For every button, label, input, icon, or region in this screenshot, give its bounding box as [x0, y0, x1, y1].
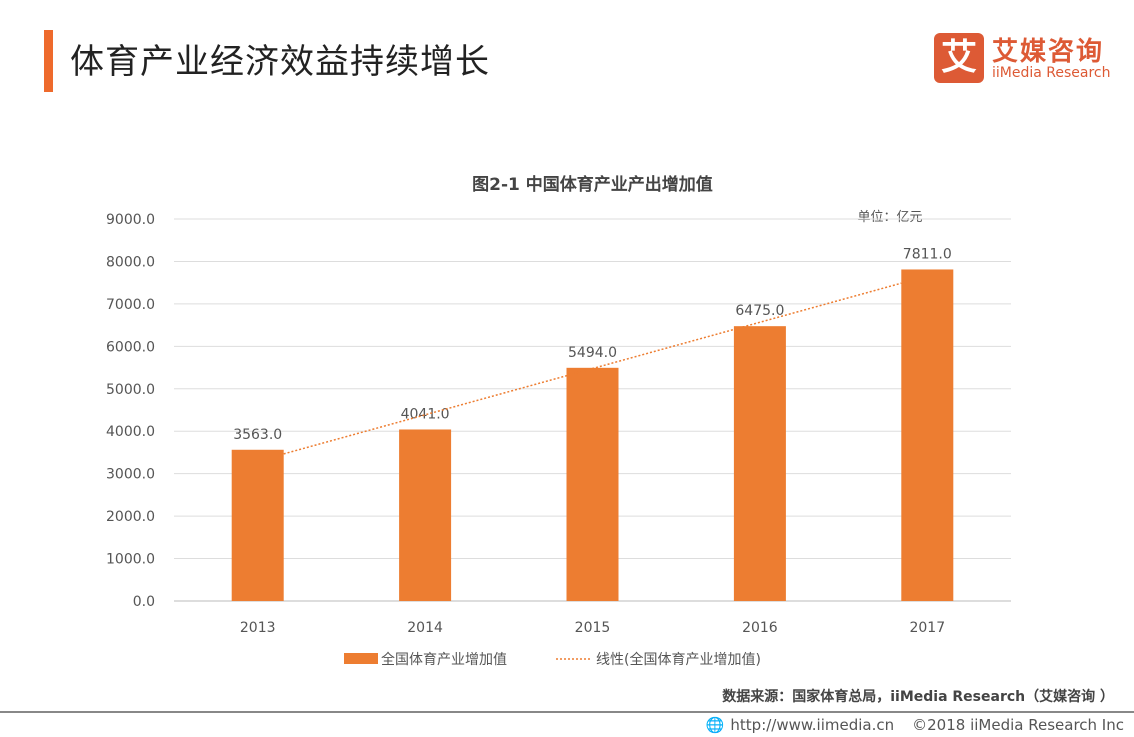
logo-en: iiMedia Research — [992, 65, 1111, 81]
unit-label: 单位：亿元 — [857, 210, 922, 225]
y-tick-label: 7000.0 — [106, 297, 155, 313]
y-tick-label: 2000.0 — [106, 509, 155, 525]
bar-2015 — [566, 367, 619, 601]
x-tick-label: 2016 — [742, 620, 778, 636]
title-accent-bar — [44, 30, 53, 92]
y-tick-label: 5000.0 — [106, 382, 155, 398]
logo: 艾 艾媒咨询 iiMedia Research — [934, 33, 1114, 85]
x-tick-label: 2017 — [909, 620, 945, 636]
footer: 🌐 http://www.iimedia.cn ©2018 iiMedia Rese… — [700, 716, 1124, 734]
logo-mark: 艾 — [934, 33, 984, 83]
x-tick-label: 2014 — [407, 620, 443, 636]
bar-2013 — [231, 449, 284, 601]
legend-label-bar: 全国体育产业增加值 — [381, 651, 507, 668]
y-tick-label: 4000.0 — [106, 424, 155, 440]
legend-label-trend: 线性(全国体育产业增加值) — [596, 651, 761, 668]
data-source: 数据来源：国家体育总局，iiMedia Research（艾媒咨询 ） — [722, 689, 1114, 705]
y-tick-label: 8000.0 — [106, 254, 155, 270]
bar-2017 — [901, 269, 954, 601]
y-tick-label: 1000.0 — [106, 552, 155, 568]
divider — [0, 711, 1134, 713]
website-link[interactable]: http://www.iimedia.cn — [730, 716, 895, 734]
page-title: 体育产业经济效益持续增长 — [70, 42, 490, 82]
y-tick-label: 0.0 — [133, 594, 155, 610]
data-label: 6475.0 — [735, 303, 784, 319]
globe-icon: 🌐 — [705, 716, 725, 734]
x-tick-label: 2015 — [575, 620, 611, 636]
trendline — [283, 282, 902, 455]
legend-swatch-bar — [344, 653, 378, 664]
y-tick-label: 6000.0 — [106, 339, 155, 355]
data-label: 7811.0 — [903, 246, 952, 262]
x-tick-label: 2013 — [240, 620, 276, 636]
y-tick-label: 3000.0 — [106, 467, 155, 483]
y-tick-label: 9000.0 — [106, 212, 155, 228]
data-label: 3563.0 — [233, 427, 282, 443]
bar-2016 — [733, 326, 786, 601]
bar-2014 — [399, 429, 452, 601]
copyright: ©2018 iiMedia Research Inc — [912, 716, 1124, 734]
data-label: 5494.0 — [568, 345, 617, 361]
chart-title: 图2-1 中国体育产业产出增加值 — [472, 174, 713, 195]
logo-cn: 艾媒咨询 — [992, 37, 1105, 67]
